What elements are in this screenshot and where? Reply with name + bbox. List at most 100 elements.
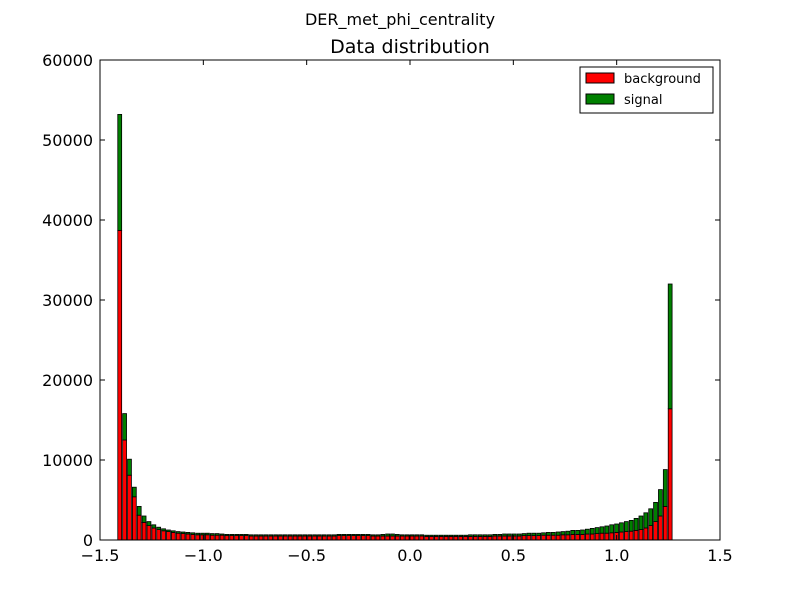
bar-signal <box>599 526 605 534</box>
y-tick-label: 50000 <box>42 131 93 150</box>
legend-label-background: background <box>624 72 701 87</box>
bar-signal <box>399 534 405 537</box>
bars-layer <box>117 114 673 541</box>
x-tick-label: 1.0 <box>604 546 629 565</box>
bar-background <box>619 531 624 541</box>
bar-signal <box>492 534 498 537</box>
bar-signal <box>653 501 658 522</box>
bar-background <box>502 535 507 541</box>
bar-background <box>604 532 610 541</box>
bar-signal <box>287 534 293 537</box>
bar-signal <box>180 531 186 535</box>
bar-signal <box>589 528 595 535</box>
bar-background <box>326 535 332 541</box>
x-tick-label: −0.5 <box>287 546 326 565</box>
bar-signal <box>278 534 283 537</box>
bar-background <box>433 536 439 541</box>
bar-background <box>336 535 342 541</box>
bar-signal <box>643 512 649 529</box>
bar-background <box>589 533 595 541</box>
bar-background <box>297 535 303 541</box>
bar-signal <box>224 534 230 537</box>
bar-signal <box>633 518 639 531</box>
bar-signal <box>258 534 264 537</box>
bar-signal <box>580 529 585 535</box>
bar-signal <box>326 534 332 537</box>
bar-background <box>385 535 390 541</box>
bar-background <box>653 521 658 541</box>
bar-signal <box>458 534 464 537</box>
bar-signal <box>487 534 493 537</box>
bar-background <box>648 525 654 541</box>
bar-signal <box>658 489 663 517</box>
bar-background <box>331 535 337 541</box>
bar-background <box>477 536 483 541</box>
bar-background <box>570 534 576 541</box>
bar-signal <box>370 534 376 537</box>
legend-label-signal: signal <box>624 93 662 108</box>
chart-title: Data distribution <box>330 36 490 58</box>
bar-background <box>356 535 361 541</box>
bar-signal <box>575 530 580 535</box>
bar-signal <box>585 528 590 535</box>
bar-background <box>351 535 356 541</box>
bar-signal <box>614 523 619 533</box>
bar-signal <box>253 534 259 537</box>
bar-background <box>136 514 142 541</box>
bar-signal <box>507 533 512 537</box>
legend: background signal <box>579 66 714 114</box>
bar-background <box>662 505 668 541</box>
bar-signal <box>555 531 561 536</box>
bar-background <box>409 535 415 541</box>
bar-signal <box>248 534 254 537</box>
bar-signal <box>472 534 478 537</box>
bar-background <box>550 534 556 541</box>
bar-background <box>658 515 663 541</box>
bar-background <box>317 535 322 541</box>
bar-signal <box>438 534 444 537</box>
bar-signal <box>628 520 634 532</box>
bar-background <box>122 439 127 541</box>
bar-signal <box>380 534 386 537</box>
bar-signal <box>565 530 571 536</box>
bar-signal <box>341 534 347 537</box>
bar-background <box>219 534 225 541</box>
bar-background <box>399 535 405 541</box>
bar-background <box>546 534 551 541</box>
figure-suptitle: DER_met_phi_centrality <box>304 10 496 29</box>
bar-signal <box>127 458 132 476</box>
bar-signal <box>453 534 459 537</box>
bar-background <box>180 533 186 541</box>
bar-background <box>166 531 171 541</box>
bar-background <box>287 535 293 541</box>
bar-background <box>468 536 473 541</box>
bar-background <box>482 536 488 541</box>
ticks-layer: −1.5 −1.0 −0.5 0.0 0.5 1.0 1.5 0 10000 20000 30000… <box>42 51 733 565</box>
bar-background <box>526 535 532 541</box>
y-tick-label: 30000 <box>42 291 93 310</box>
x-tick-label: 0.0 <box>397 546 422 565</box>
bar-background <box>492 535 498 541</box>
bar-background <box>156 529 162 541</box>
bar-signal <box>190 532 196 535</box>
bar-signal <box>292 534 298 537</box>
bar-background <box>205 534 210 541</box>
bar-signal <box>375 534 381 537</box>
bar-signal <box>619 522 624 533</box>
bar-background <box>195 534 201 541</box>
bar-background <box>312 535 317 541</box>
bar-background <box>536 535 541 541</box>
bar-signal <box>360 534 366 537</box>
bar-signal <box>356 534 361 537</box>
bar-background <box>507 535 512 541</box>
bar-signal <box>312 534 317 537</box>
bar-signal <box>161 528 166 532</box>
bar-background <box>555 534 561 541</box>
bar-signal <box>468 534 473 537</box>
bar-background <box>239 535 244 541</box>
bar-background <box>268 535 274 541</box>
bar-signal <box>546 532 551 536</box>
bar-signal <box>623 521 629 532</box>
